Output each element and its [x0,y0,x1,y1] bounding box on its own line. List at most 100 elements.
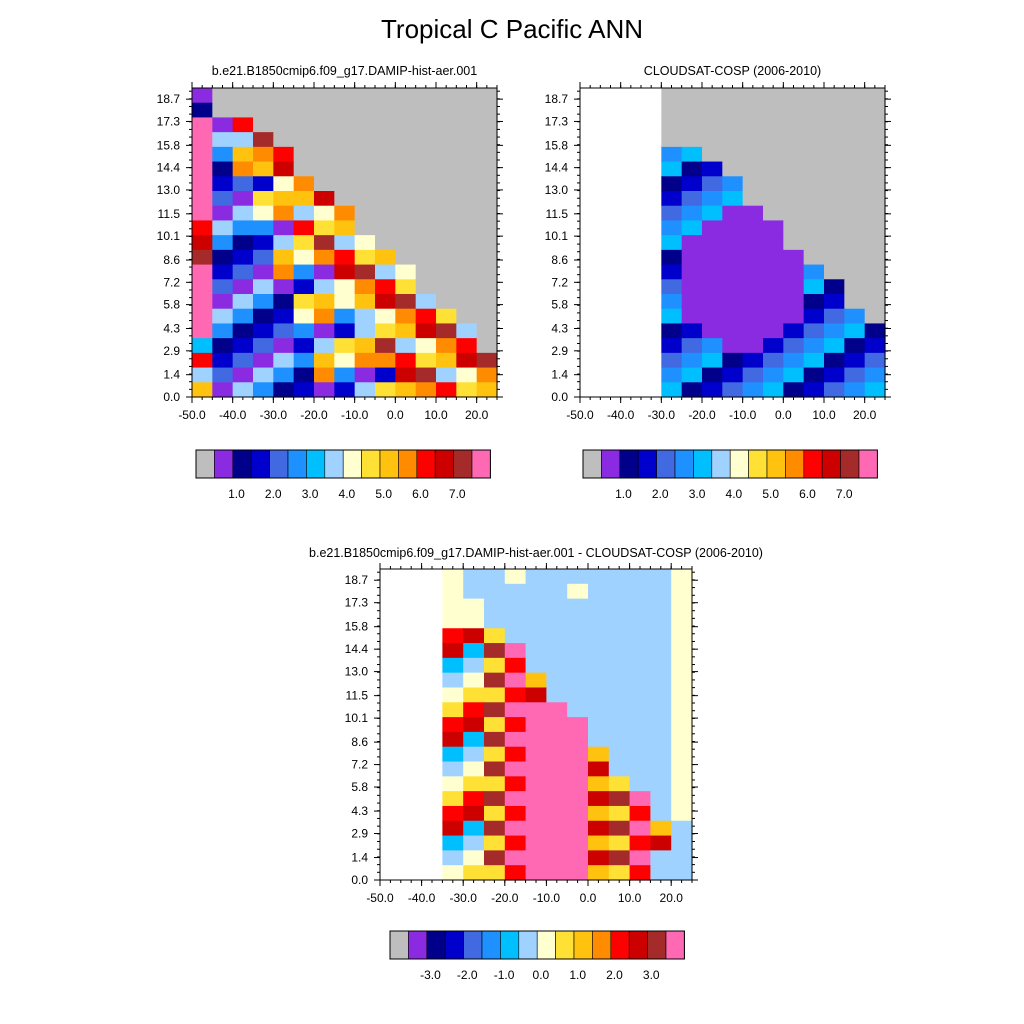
heatmap-cell [253,176,274,192]
heatmap-cell [504,865,527,881]
heatmap-cell [608,850,631,866]
heatmap-cell [232,117,254,133]
heatmap-cell [456,205,478,222]
heatmap-cell [546,746,568,763]
heatmap-cell [864,382,886,398]
heatmap-cell [484,569,506,585]
heatmap-cell [395,220,417,236]
y-tick-label: 5.8 [551,298,568,312]
colorbar-swatch [408,930,428,960]
y-tick-label: 4.3 [351,804,368,818]
heatmap-cell [742,117,764,133]
heatmap-cell [844,264,866,280]
heatmap-cell [415,382,437,398]
y-tick-label: 17.3 [545,114,569,128]
heatmap-cell [567,805,589,822]
heatmap-cell [476,146,498,163]
heatmap-cell [803,352,825,369]
heatmap-cell [588,598,610,615]
heatmap-cell [273,146,295,163]
heatmap-cell [742,102,764,119]
heatmap-cell [722,235,744,251]
heatmap-cell [463,613,485,629]
heatmap-cell [588,746,610,763]
heatmap-cell [546,672,568,689]
heatmap-cell [273,161,295,177]
heatmap-cell [456,102,478,119]
y-tick-label: 18.7 [157,92,181,106]
heatmap-cell [702,323,723,339]
colorbar-swatch [232,449,252,479]
heatmap-cell [844,382,866,398]
heatmap-cell [588,628,610,644]
colorbar-swatch [647,930,667,960]
heatmap-cell [232,132,254,148]
heatmap-cell [314,235,335,251]
heatmap-cell [803,176,825,192]
heatmap-cell [314,367,335,383]
colorbar-swatch [269,449,289,479]
heatmap-cell [650,805,672,822]
heatmap-cell [783,117,805,133]
heatmap-cell [671,643,693,659]
x-tick-label: -50.0 [178,408,206,422]
heatmap-cell [844,308,866,325]
heatmap-cell [608,583,631,600]
heatmap-cell [671,702,693,718]
heatmap-cell [803,279,825,295]
heatmap-cell [844,249,866,266]
heatmap-cell [567,761,589,777]
colorbar-swatch [803,449,823,479]
heatmap-cell [844,132,866,148]
heatmap-cell [463,672,485,689]
heatmap-cell [463,687,485,703]
heatmap-cell [661,220,683,236]
heatmap-cell [525,820,547,837]
heatmap-cell [442,687,464,703]
heatmap-cell [525,628,547,644]
heatmap-cell [293,308,315,325]
heatmap-cell [253,338,274,354]
heatmap-cell [702,191,723,207]
heatmap-cell [314,279,335,295]
heatmap-cell [314,161,335,177]
heatmap-cell [650,569,672,585]
heatmap-cell [293,338,315,354]
heatmap-cell [702,146,723,163]
heatmap-cell [504,628,527,644]
heatmap-cell [375,176,396,192]
heatmap-cell [476,249,498,266]
heatmap-cell [456,382,478,398]
heatmap-cell [722,88,744,104]
heatmap-cell [742,352,764,369]
y-tick-label: 8.6 [551,253,568,267]
heatmap-cell [293,220,315,236]
colorbar-label: 2.0 [265,487,282,501]
heatmap-cell [375,249,396,266]
y-tick-label: 13.0 [545,183,569,197]
heatmap-cell [763,264,784,280]
heatmap-cell [588,820,610,837]
heatmap-cell [484,717,506,733]
x-tick-label: -50.0 [366,891,394,905]
heatmap-cell [722,132,744,148]
colorbar-swatch [619,449,639,479]
heatmap-cell [661,279,683,295]
heatmap-cell [463,583,485,600]
colorbar-swatch [573,930,593,960]
colorbar-swatch [601,449,621,479]
heatmap-cell [334,382,356,398]
heatmap-cell [844,279,866,295]
heatmap-cell [742,294,764,310]
heatmap-cell [293,161,315,177]
heatmap-cell [783,367,805,383]
heatmap-cell [650,865,672,881]
heatmap-cell [442,672,464,689]
heatmap-cell [681,367,703,383]
heatmap-cell [293,191,315,207]
heatmap-cell [484,805,506,822]
heatmap-cell [824,161,845,177]
heatmap-cell [212,220,234,236]
heatmap-cell [702,220,723,236]
heatmap-cell [212,176,234,192]
